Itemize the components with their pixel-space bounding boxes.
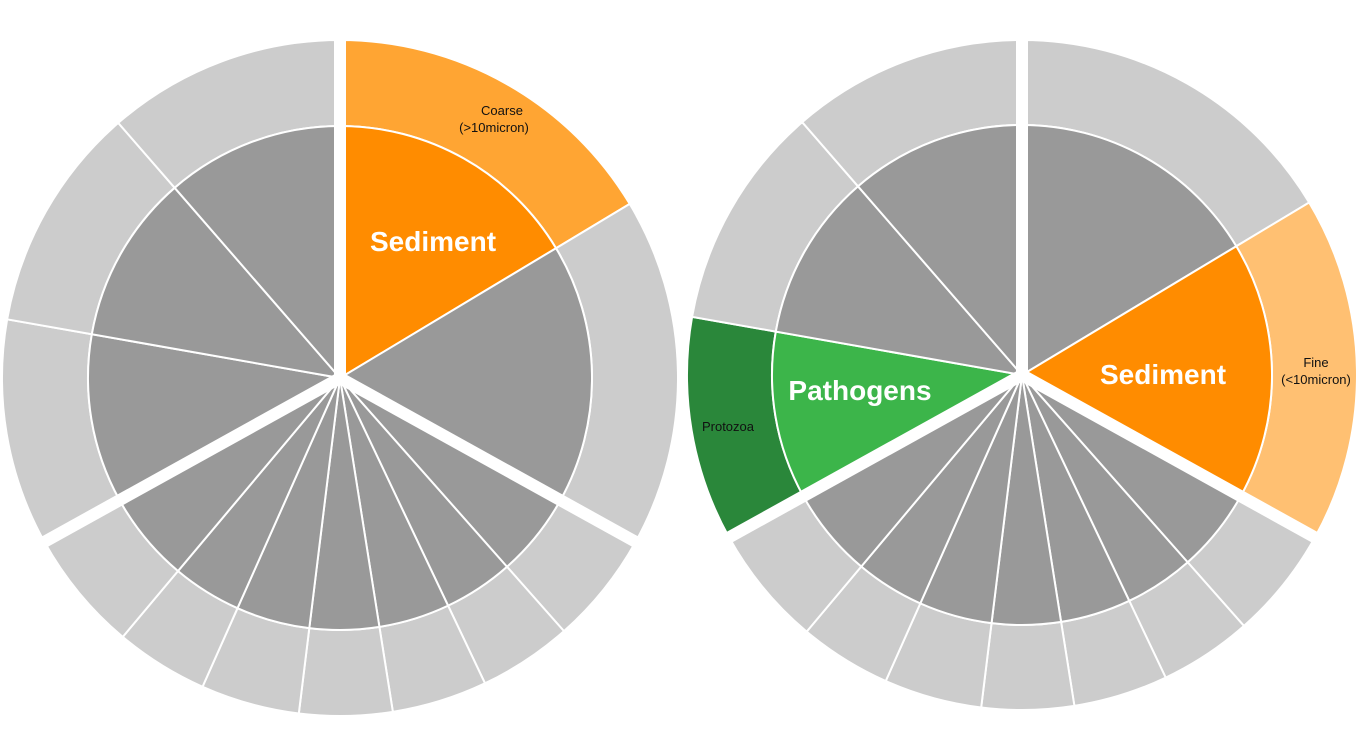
gap xyxy=(1019,369,1327,548)
outer-label: (>10micron) xyxy=(459,120,529,135)
wheels xyxy=(1,30,1358,717)
inner-label: Sediment xyxy=(370,226,496,257)
outer-label: Protozoa xyxy=(702,419,755,434)
inner-segment xyxy=(90,186,343,380)
inner-segment xyxy=(771,330,1025,498)
inner-label: Sediment xyxy=(1100,359,1226,390)
inner-segment xyxy=(1020,244,1273,498)
outer-label: Coarse xyxy=(481,103,523,118)
outer-label: Fine xyxy=(1303,355,1328,370)
inner-segment xyxy=(1021,123,1238,377)
gap xyxy=(717,369,1025,548)
inner-segment xyxy=(339,124,558,380)
outer-segment xyxy=(297,625,395,717)
inner-label: Pathogens xyxy=(788,375,931,406)
inner-segment xyxy=(338,246,593,502)
inner-segment xyxy=(856,123,1023,378)
inner-segment xyxy=(774,184,1025,377)
gap xyxy=(32,372,343,552)
inner-segment xyxy=(87,333,343,502)
inner-segment xyxy=(173,124,341,381)
gap xyxy=(337,372,648,552)
outer-label: (<10micron) xyxy=(1281,372,1351,387)
outer-segment xyxy=(980,620,1076,711)
